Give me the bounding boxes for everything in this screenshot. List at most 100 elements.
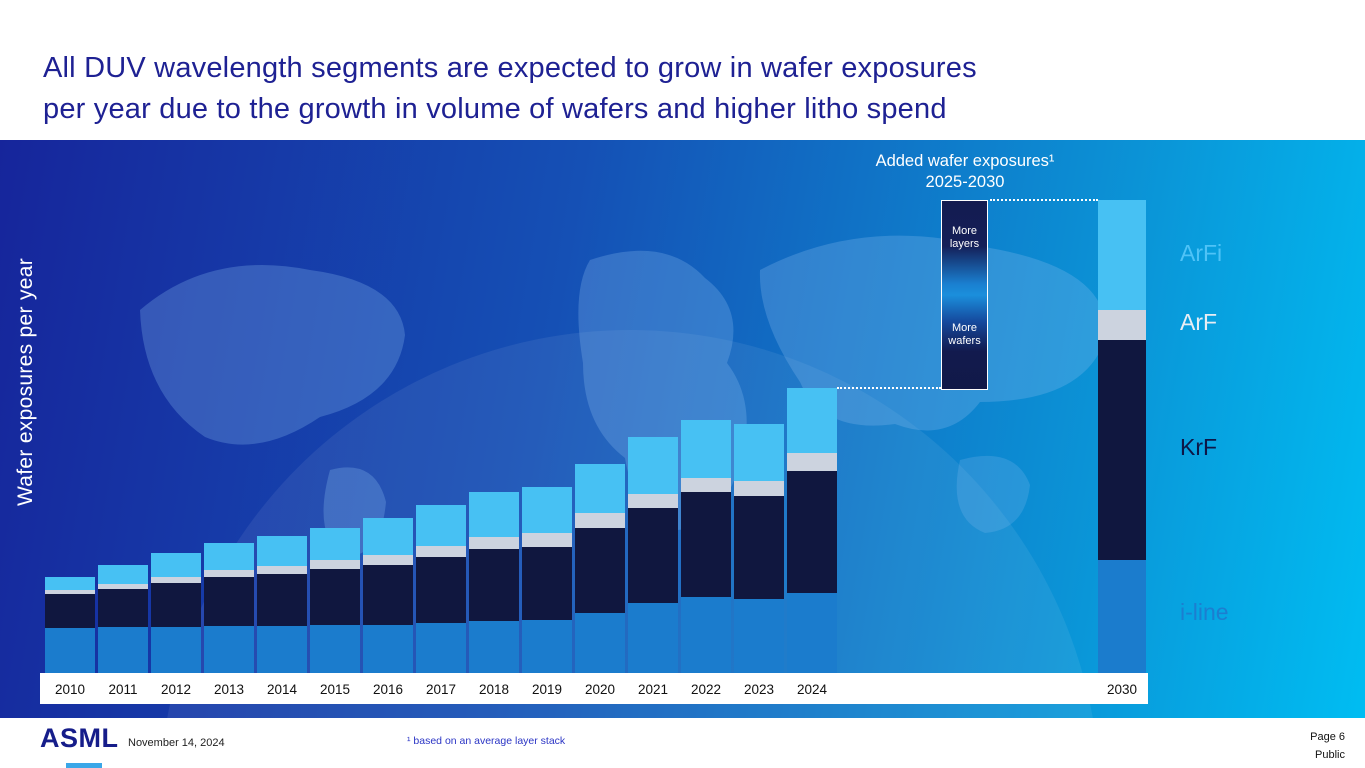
segment-i-line: [681, 597, 731, 673]
segment-arfi: [204, 543, 254, 570]
x-axis-label-2019: 2019: [531, 682, 563, 697]
segment-i-line: [416, 623, 466, 673]
segment-i-line: [98, 627, 148, 673]
annotation-title: Added wafer exposures¹ 2025-2030: [815, 151, 1115, 193]
legend-krf: KrF: [1180, 434, 1218, 460]
segment-krf: [575, 528, 625, 613]
x-axis-label-2011: 2011: [108, 682, 138, 697]
x-axis-line: [40, 673, 1148, 678]
bar-2020: [575, 464, 625, 673]
segment-arfi: [787, 388, 837, 453]
bar-2011: [98, 565, 148, 673]
segment-krf: [1098, 340, 1146, 560]
bar-2022: [681, 420, 731, 673]
annotation-box: More layers More wafers: [941, 200, 988, 390]
segment-arfi: [310, 528, 360, 560]
bar-2021: [628, 437, 678, 673]
slide-footer: ASML November 14, 2024 ¹ based on an ave…: [0, 718, 1365, 768]
segment-i-line: [363, 625, 413, 673]
segment-arf: [522, 533, 572, 547]
segment-krf: [469, 549, 519, 621]
segment-arf: [469, 537, 519, 549]
x-axis-label-2020: 2020: [584, 682, 616, 697]
segment-krf: [787, 471, 837, 593]
x-axis-label-2014: 2014: [266, 682, 298, 697]
segment-arf: [45, 590, 95, 594]
x-axis-label-2012: 2012: [160, 682, 192, 697]
segment-krf: [151, 583, 201, 627]
segment-krf: [628, 508, 678, 603]
slide-title: All DUV wavelength segments are expected…: [43, 48, 977, 130]
segment-arf: [310, 560, 360, 569]
annotation-title-line2: 2025-2030: [925, 173, 1005, 191]
segment-arfi: [45, 577, 95, 590]
asml-logo: ASML: [40, 723, 119, 753]
legend-arf: ArF: [1180, 309, 1218, 335]
x-axis-label-2016: 2016: [372, 682, 404, 697]
segment-krf: [416, 557, 466, 623]
segment-arf: [681, 478, 731, 492]
segment-arfi: [363, 518, 413, 555]
connector-line-2024: [837, 387, 941, 389]
x-axis-label-2022: 2022: [690, 682, 722, 697]
slide-title-line2: per year due to the growth in volume of …: [43, 93, 947, 125]
bar-chart: [0, 140, 1365, 718]
logo-accent-bar: [66, 763, 102, 768]
x-axis-labels: 2010 2011 2012 2013 2014 2015 2016 2017 2018 2019…: [40, 678, 1148, 704]
segment-arf: [575, 513, 625, 528]
connector-line-2030: [990, 199, 1098, 201]
x-axis-label-2024: 2024: [796, 682, 828, 697]
segment-arfi: [151, 553, 201, 577]
x-axis-label-2015: 2015: [319, 682, 351, 697]
segment-i-line: [575, 613, 625, 673]
chart-region: Wafer exposures per year Added wafer exp…: [0, 140, 1365, 718]
segment-i-line: [787, 593, 837, 673]
segment-arfi: [522, 487, 572, 533]
segment-arf: [204, 570, 254, 577]
segment-krf: [45, 594, 95, 628]
segment-i-line: [469, 621, 519, 673]
bar-2012: [151, 553, 201, 673]
segment-i-line: [151, 627, 201, 673]
x-axis-label-2010: 2010: [54, 682, 86, 697]
segment-i-line: [1098, 560, 1146, 673]
segment-krf: [681, 492, 731, 597]
annotation-title-line1: Added wafer exposures¹: [875, 152, 1055, 170]
x-axis-label-2018: 2018: [478, 682, 510, 697]
segment-arf: [98, 584, 148, 589]
x-axis-label-2013: 2013: [213, 682, 245, 697]
segment-i-line: [204, 626, 254, 673]
segment-krf: [734, 496, 784, 599]
segment-arfi: [575, 464, 625, 513]
segment-arfi: [734, 424, 784, 481]
annotation-label-more-wafers: More wafers: [948, 322, 981, 347]
segment-i-line: [522, 620, 572, 673]
segment-arf: [363, 555, 413, 565]
bar-2015: [310, 528, 360, 673]
bar-2014: [257, 536, 307, 673]
segment-i-line: [734, 599, 784, 673]
footer-footnote: ¹ based on an average layer stack: [407, 735, 566, 747]
segment-arfi: [98, 565, 148, 584]
slide-title-line1: All DUV wavelength segments are expected…: [43, 52, 977, 84]
segment-arf: [1098, 310, 1146, 340]
annotation-label-more-layers: More layers: [949, 225, 980, 250]
segment-arfi: [469, 492, 519, 537]
segment-arfi: [628, 437, 678, 494]
segment-arfi: [1098, 200, 1146, 310]
segment-krf: [310, 569, 360, 625]
segment-krf: [363, 565, 413, 625]
segment-arf: [151, 577, 201, 583]
x-axis-label-2030: 2030: [1106, 682, 1138, 697]
segment-arf: [787, 453, 837, 471]
segment-i-line: [310, 625, 360, 673]
segment-i-line: [628, 603, 678, 673]
legend-arfi: ArFi: [1180, 240, 1223, 266]
bar-2019: [522, 487, 572, 673]
bar-2023: [734, 424, 784, 673]
segment-krf: [522, 547, 572, 620]
bar-2010: [45, 577, 95, 673]
segment-arf: [257, 566, 307, 574]
bar-2016: [363, 518, 413, 673]
